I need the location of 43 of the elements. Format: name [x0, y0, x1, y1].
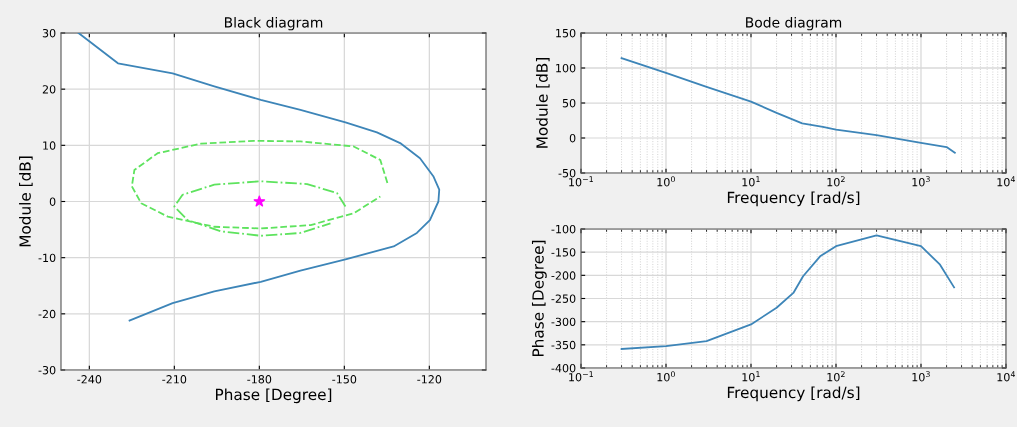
y-tick-label: -30: [38, 365, 56, 375]
x-axis-title: Phase [Degree]: [216, 388, 332, 404]
x-tick-label: 10$^{3}$: [912, 371, 930, 382]
x-tick-label: 10$^{1}$: [742, 176, 760, 187]
y-tick-label: -250: [551, 294, 576, 303]
chart-title: Bode diagram: [746, 16, 842, 31]
x-axis-title: Frequency [rad/s]: [727, 386, 860, 402]
y-tick-label: 0: [569, 133, 576, 143]
chart-title: Black diagram: [224, 16, 323, 31]
x-tick-label: 10$^{4}$: [997, 371, 1015, 382]
x-tick-label: 10$^{0}$: [657, 176, 675, 187]
x-tick-label: -240: [77, 375, 102, 384]
x-tick-label: -210: [162, 375, 187, 384]
x-axis-title: Frequency [rad/s]: [727, 191, 860, 207]
x-tick-label: 10$^{0}$: [657, 371, 675, 382]
x-tick-label: 10$^{2}$: [827, 176, 845, 187]
y-tick-label: -10: [38, 253, 56, 263]
x-tick-label: -150: [332, 375, 357, 384]
y-tick-label: -350: [551, 340, 576, 350]
y-axis-title: Module [dB]: [535, 58, 550, 148]
y-axis-title: Phase [Degree]: [531, 240, 547, 356]
y-tick-label: -20: [38, 309, 56, 319]
y-tick-label: -200: [551, 271, 576, 280]
y-axis-title: Module [dB]: [19, 156, 33, 247]
y-tick-label: -150: [551, 248, 576, 257]
x-tick-label: 10$^{1}$: [742, 371, 760, 382]
x-tick-label: -180: [247, 375, 272, 384]
y-tick-label: -300: [551, 317, 576, 327]
y-tick-label: -50: [558, 168, 576, 178]
y-tick-label: 100: [556, 63, 576, 73]
y-tick-label: 10: [43, 141, 56, 150]
line-series: [77, 33, 441, 322]
y-tick-label: 50: [562, 98, 576, 108]
y-tick-label: -100: [551, 224, 576, 234]
y-tick-label: 0: [49, 197, 56, 206]
y-tick-label: 20: [42, 85, 56, 94]
x-tick-label: 10$^{3}$: [912, 176, 930, 187]
y-tick-label: -400: [551, 363, 576, 373]
x-tick-label: -120: [417, 375, 442, 384]
y-tick-label: 30: [42, 28, 56, 38]
y-tick-label: 150: [556, 28, 576, 38]
x-tick-label: 10$^{2}$: [827, 371, 845, 382]
x-tick-label: 10$^{4}$: [997, 176, 1015, 187]
